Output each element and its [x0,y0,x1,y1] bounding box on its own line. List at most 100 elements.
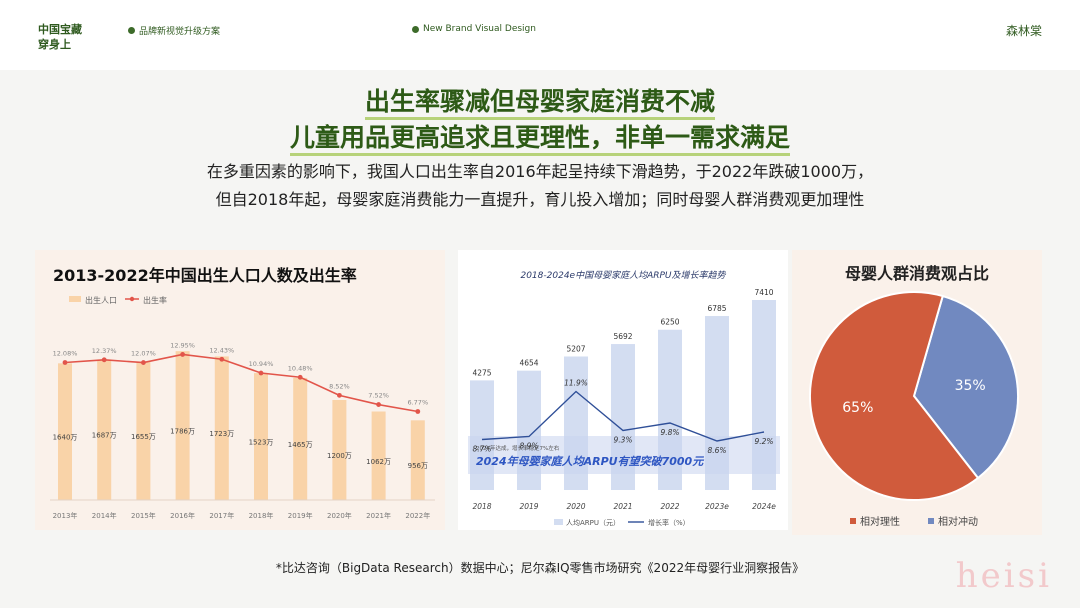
legend-label-arpu: 人均ARPU（元） [566,518,620,527]
legend-label-births: 出生人口 [85,295,117,305]
arpu-bar-label: 5692 [613,332,632,341]
arpu-x-tick: 2023e [705,502,729,511]
births-chart-title: 2013-2022年中国出生人口人数及出生率 [53,266,357,285]
pie-slice-label: 65% [842,400,873,416]
arpu-growth-label: 9.8% [660,428,679,437]
births-bar [175,351,190,500]
arpu-annotation-small: 2024年达成，增长率稳定7%左右 [476,444,560,452]
births-x-tick: 2013年 [53,511,78,520]
brand-line-2: 穿身上 [38,38,71,51]
arpu-growth-label: 9.3% [613,436,632,445]
birth-rate-label: 12.37% [92,347,117,355]
arpu-x-tick: 2019 [519,502,538,511]
header-tag-left-label: 品牌新视觉升级方案 [139,27,221,37]
births-bar [371,411,386,500]
subtitle-1: 在多重因素的影响下，我国人口出生率自2016年起呈持续下滑趋势，于2022年跌破… [206,162,874,181]
arpu-bar-label: 5207 [566,344,585,353]
birth-rate-label: 12.95% [170,341,195,349]
birth-rate-point [101,357,107,363]
arpu-growth-label: 8.6% [707,446,726,455]
births-bar-label: 956万 [408,462,428,470]
birth-rate-label: 12.43% [209,346,234,354]
header-brand-right: 森林棠 [1005,24,1042,38]
arpu-chart-title: 2018-2024e中国母婴家庭人均ARPU及增长率趋势 [520,271,726,281]
consumption-pie-panel: 母婴人群消费观占比 35% 65% 相对理性 相对冲动 [792,250,1042,535]
birth-rate-label: 12.07% [131,350,156,358]
arpu-x-tick: 2018 [472,502,491,511]
birth-rate-point [297,374,303,380]
arpu-bar-label: 6250 [660,318,679,327]
pie-slice-rational [809,291,980,501]
birth-rate-point [62,360,68,365]
birth-rate-line [64,353,418,413]
source-footnote: *比达咨询（BigData Research）数据中心；尼尔森IQ零售市场研究《… [275,561,805,575]
births-x-tick: 2022年 [405,511,430,520]
arpu-growth-label: 11.9% [564,379,588,388]
legend-swatch-arpu [554,519,563,525]
births-bar-label: 1062万 [366,458,391,466]
watermark-text: heisi [955,556,1052,596]
arpu-chart: 4275 2018 4654 2019 5207 2020 5692 2021 6250 2022… [468,288,780,527]
birth-rate-label: 7.52% [368,392,389,400]
arpu-x-tick: 2020 [566,502,585,511]
births-bar [214,356,229,500]
births-bar-label: 1723万 [209,430,234,438]
births-x-tick: 2021年 [366,511,391,520]
births-bar [293,377,308,500]
brand-line-1: 中国宝藏 [38,23,82,36]
consumption-pie-chart: 35% 65% 相对理性 相对冲动 [809,291,1019,528]
headline-2-text: 儿童用品更高追求且更理性，非单一需求满足 [289,123,790,156]
births-bar-label: 1465万 [288,441,313,449]
arpu-annotation-band [468,436,780,474]
births-bar-label: 1687万 [92,432,117,440]
birth-rate-point [415,409,421,414]
birth-rate-label: 10.94% [249,360,274,368]
pie-legend-label: 相对理性 [860,515,900,528]
births-bar [97,359,112,500]
headline-2: 儿童用品更高追求且更理性，非单一需求满足 [0,118,1080,156]
arpu-x-tick: 2021 [613,502,632,511]
arpu-bar-label: 4275 [472,368,491,377]
legend-swatch-births [69,296,81,302]
legend-label-rate: 出生率 [143,295,167,305]
births-bar [332,400,347,500]
births-bar-label: 1786万 [170,428,195,436]
pie-slice-impulsive [912,294,1019,480]
header-tag-center: New Brand Visual Design [412,24,536,34]
births-chart: 出生人口 出生率 1640万 2013年 1687万 2014年 1655万 2015年 178… [50,295,435,520]
headline-1-text: 出生率骤减但母婴家庭消费不减 [364,87,715,120]
headline-1: 出生率骤减但母婴家庭消费不减 [0,82,1080,120]
births-bar [254,373,268,500]
births-bar-label: 1200万 [327,452,352,460]
birth-rate-point [180,352,186,357]
birth-rate-label: 12.08% [53,349,78,357]
header-tag-center-label: New Brand Visual Design [423,24,536,34]
birth-rate-point [219,356,225,362]
pie-slice-label: 35% [955,378,986,394]
births-bar-label: 1655万 [131,433,156,441]
births-x-tick: 2018年 [249,511,274,520]
birth-rate-point [376,402,381,407]
birth-rate-label: 8.52% [329,382,350,390]
births-bar [58,363,72,500]
brand-logo-text: 中国宝藏 穿身上 [38,22,82,52]
birth-rate-label: 6.77% [407,399,428,407]
births-bar [136,362,151,500]
arpu-bar-label: 6785 [707,304,726,313]
pie-chart-title: 母婴人群消费观占比 [844,264,989,283]
legend-swatch-rate-dot [129,296,135,302]
arpu-bar-label: 4654 [519,359,538,368]
births-chart-panel: 2013-2022年中国出生人口人数及出生率 出生人口 出生率 1640万 2013年… [35,250,445,530]
dot-icon [412,25,419,33]
header-tag-left: 品牌新视觉升级方案 [128,24,220,37]
births-x-tick: 2015年 [131,511,156,520]
pie-legend-swatch [850,518,856,524]
birth-rate-point [337,392,342,398]
arpu-bar-label: 7410 [754,288,773,297]
birth-rate-point [141,360,146,365]
arpu-growth-label: 9.2% [754,437,773,446]
births-x-tick: 2016年 [170,511,195,520]
births-x-tick: 2017年 [209,511,234,520]
births-bar-label: 1523万 [249,439,274,447]
birth-rate-label: 10.48% [288,364,313,372]
